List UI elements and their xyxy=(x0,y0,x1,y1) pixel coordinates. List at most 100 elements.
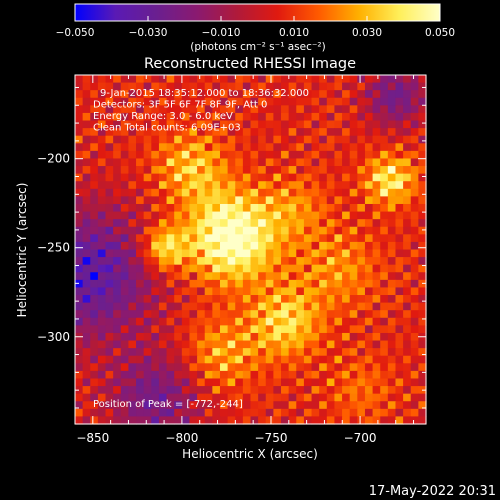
heatmap-cell xyxy=(181,173,191,182)
heatmap-cell xyxy=(212,196,221,205)
heatmap-cell xyxy=(227,112,236,122)
heatmap-cell xyxy=(326,112,336,122)
heatmap-cell xyxy=(120,128,130,137)
heatmap-cell xyxy=(227,279,236,289)
heatmap-cell xyxy=(319,120,328,129)
heatmap-cell xyxy=(342,173,351,182)
heatmap-cell xyxy=(189,393,198,402)
heatmap-cell xyxy=(418,150,427,160)
heatmap-cell xyxy=(364,272,374,281)
heatmap-cell xyxy=(319,158,328,167)
heatmap-cell xyxy=(258,234,267,243)
heatmap-cell xyxy=(303,97,313,106)
heatmap-cell xyxy=(387,264,397,273)
heatmap-cell xyxy=(395,90,404,99)
heatmap-cell xyxy=(288,196,297,205)
heatmap-cell xyxy=(197,401,206,410)
heatmap-cell xyxy=(174,408,183,418)
heatmap-cell xyxy=(364,75,374,84)
heatmap-cell xyxy=(197,386,206,395)
heatmap-cell xyxy=(242,211,252,220)
heatmap-cell xyxy=(296,370,305,380)
heatmap-cell xyxy=(403,272,412,281)
chart-title: Reconstructed RHESSI Image xyxy=(144,56,356,72)
heatmap-cell xyxy=(97,257,107,266)
heatmap-cell xyxy=(82,203,91,213)
heatmap-cell xyxy=(204,408,213,418)
heatmap-cell xyxy=(357,355,366,364)
heatmap-cell xyxy=(380,386,389,395)
heatmap-cell xyxy=(113,257,122,266)
heatmap-cell xyxy=(90,203,99,213)
heatmap-cell xyxy=(90,82,99,91)
heatmap-cell xyxy=(212,401,221,410)
heatmap-cell xyxy=(97,241,107,251)
heatmap-cell xyxy=(151,112,160,122)
heatmap-cell xyxy=(380,295,389,304)
heatmap-cell xyxy=(250,287,259,296)
heatmap-cell xyxy=(273,173,282,182)
heatmap-cell xyxy=(82,226,91,235)
heatmap-cell xyxy=(311,196,320,205)
heatmap-cell xyxy=(372,272,381,281)
heatmap-cell xyxy=(311,386,320,395)
heatmap-cell xyxy=(410,408,419,418)
heatmap-cell xyxy=(303,112,313,122)
heatmap-cell xyxy=(105,287,114,296)
heatmap-cell xyxy=(250,408,259,418)
heatmap-cell xyxy=(136,188,145,197)
heatmap-cell xyxy=(288,90,297,99)
heatmap-cell xyxy=(204,97,213,106)
heatmap-cell xyxy=(113,203,122,213)
heatmap-cell xyxy=(166,355,175,364)
heatmap-cell xyxy=(311,150,320,160)
heatmap-cell xyxy=(334,211,343,220)
heatmap-cell xyxy=(288,264,297,273)
heatmap-cell xyxy=(212,317,221,326)
heatmap-cell xyxy=(166,249,175,258)
heatmap-cell xyxy=(357,150,366,160)
heatmap-cell xyxy=(82,348,91,357)
heatmap-cell xyxy=(418,90,427,99)
heatmap-cell xyxy=(136,370,145,380)
heatmap-cell xyxy=(403,241,412,251)
heatmap-cell xyxy=(181,348,191,357)
heatmap-cell xyxy=(158,135,168,144)
heatmap-cell xyxy=(387,249,397,258)
heatmap-cell xyxy=(136,173,145,182)
heatmap-cell xyxy=(296,325,305,334)
heatmap-cell xyxy=(342,75,351,84)
heatmap-cell xyxy=(395,401,404,410)
heatmap-cell xyxy=(380,257,389,266)
heatmap-cell xyxy=(334,416,343,425)
heatmap-cell xyxy=(136,97,145,106)
heatmap-cell xyxy=(219,97,229,106)
heatmap-cell xyxy=(342,310,351,319)
heatmap-cell xyxy=(281,211,290,220)
heatmap-cell xyxy=(258,287,267,296)
heatmap-cell xyxy=(418,112,427,122)
heatmap-cell xyxy=(90,181,99,190)
heatmap-cell xyxy=(90,97,99,106)
heatmap-cell xyxy=(166,272,175,281)
heatmap-cell xyxy=(151,370,160,380)
heatmap-cell xyxy=(364,211,374,220)
heatmap-cell xyxy=(204,355,213,364)
heatmap-cell xyxy=(128,348,137,357)
heatmap-cell xyxy=(281,166,290,175)
heatmap-cell xyxy=(380,173,389,182)
heatmap-cell xyxy=(319,196,328,205)
heatmap-cell xyxy=(349,241,358,251)
heatmap-cell xyxy=(372,82,381,91)
heatmap-cell xyxy=(288,340,297,349)
heatmap-cell xyxy=(90,249,99,258)
heatmap-cell xyxy=(357,279,366,289)
heatmap-cell xyxy=(380,279,389,289)
heatmap-cell xyxy=(151,257,160,266)
heatmap-cell xyxy=(219,264,229,273)
heatmap-cell xyxy=(372,97,381,106)
heatmap-cell xyxy=(166,264,175,273)
heatmap-cell xyxy=(372,249,381,258)
heatmap-cell xyxy=(235,135,244,144)
x-tick-label: −700 xyxy=(344,431,377,445)
